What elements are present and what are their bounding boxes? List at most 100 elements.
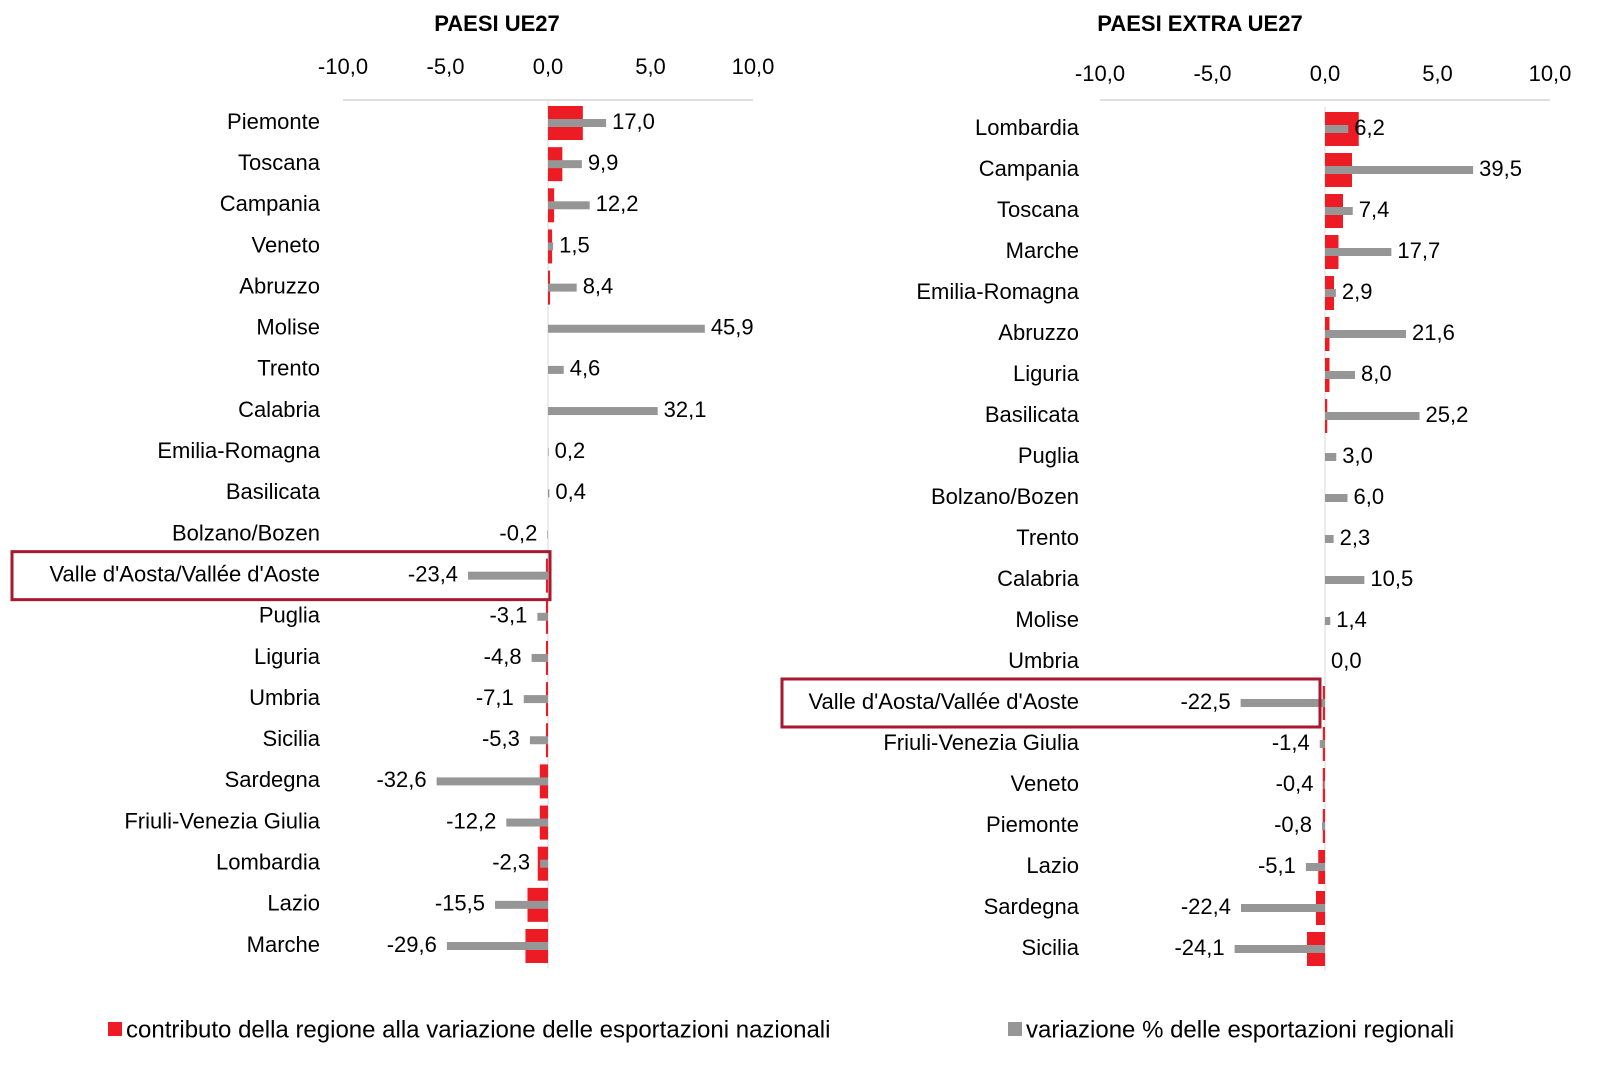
category-label: Piemonte [227,109,320,134]
category-label: Basilicata [985,402,1080,427]
x-tick-label: 0,0 [1310,61,1341,86]
value-label: -22,4 [1181,894,1231,919]
value-label: 10,5 [1370,566,1413,591]
bar [548,489,550,498]
value-label: 39,5 [1479,156,1522,181]
bar [506,818,548,827]
category-label: Campania [979,156,1080,181]
value-label: -15,5 [435,891,485,916]
highlight-box [10,550,552,602]
value-label: -0,8 [1274,812,1312,837]
value-label: -32,6 [376,767,426,792]
x-tick-label: -5,0 [1194,61,1232,86]
category-label: Sardegna [225,767,321,792]
legend-swatch [108,1022,122,1036]
value-label: 0,0 [1331,648,1362,673]
value-label: 32,1 [664,397,707,422]
value-label: -0,2 [499,520,537,545]
value-label: 2,3 [1340,525,1371,550]
value-label: 17,7 [1397,238,1440,263]
value-label: 21,6 [1412,320,1455,345]
category-label: Friuli-Venezia Giulia [883,730,1079,755]
bar [540,859,548,868]
value-label: -24,1 [1174,935,1224,960]
category-label: Toscana [238,150,321,175]
category-label: Puglia [259,603,321,628]
category-label: Lazio [1026,853,1079,878]
bar [1319,740,1325,748]
value-label: 12,2 [596,191,639,216]
bar [529,736,548,745]
category-label: Sardegna [984,894,1080,919]
value-label: 45,9 [711,315,754,340]
category-label: Sicilia [263,726,321,751]
x-tick-label: 5,0 [635,54,666,79]
value-label: 7,4 [1359,197,1390,222]
category-label: Molise [1015,607,1079,632]
category-label: Trento [1016,525,1079,550]
category-label: Marche [247,932,320,957]
bar [1323,781,1325,789]
value-label: -1,4 [1272,730,1310,755]
value-label: -5,3 [482,726,520,751]
value-label: 0,2 [555,438,586,463]
legend-label: variazione % delle esportazioni regional… [1026,1016,1454,1043]
category-label: Trento [257,356,320,381]
value-label: 6,2 [1354,115,1385,140]
highlight-box [780,677,1322,729]
value-label: 1,5 [559,232,590,257]
category-label: Umbria [249,685,321,710]
category-label: Valle d'Aosta/Vallée d'Aoste [808,689,1079,714]
category-label: Valle d'Aosta/Vallée d'Aoste [49,561,320,586]
value-label: -29,6 [387,932,437,957]
value-label: 8,4 [583,273,614,298]
value-label: 6,0 [1354,484,1385,509]
bar [1325,494,1348,502]
bar [1240,699,1325,707]
value-label: -2,3 [492,850,530,875]
value-label: 25,2 [1426,402,1469,427]
category-label: Piemonte [986,812,1079,837]
bar [1325,453,1337,461]
bar [468,571,548,580]
bar [1325,576,1365,584]
bar [523,695,548,704]
bar [548,160,582,169]
bar [1325,371,1355,379]
bar [436,777,548,786]
bar [548,119,607,127]
bar [537,612,548,621]
x-tick-label: 0,0 [533,54,564,79]
bar [548,324,705,333]
value-label: -4,8 [484,644,522,669]
value-label: -22,5 [1180,689,1230,714]
value-label: 0,4 [555,479,586,504]
value-label: -7,1 [476,685,514,710]
bar [548,365,564,374]
category-label: Abruzzo [998,320,1079,345]
category-label: Veneto [251,232,320,257]
category-label: Marche [1006,238,1079,263]
x-tick-label: 5,0 [1422,61,1453,86]
value-label: 9,9 [588,150,619,175]
bar [1234,945,1325,953]
category-label: Bolzano/Bozen [931,484,1079,509]
value-label: -12,2 [446,808,496,833]
bar [1305,863,1325,871]
bar [1241,904,1325,912]
category-label: Puglia [1018,443,1080,468]
x-tick-label: -10,0 [318,54,368,79]
bar [548,283,577,292]
x-tick-label: 10,0 [1529,61,1572,86]
category-label: Bolzano/Bozen [172,520,320,545]
value-label: -3,1 [489,603,527,628]
category-label: Molise [256,315,320,340]
bar [1325,535,1334,543]
bar [531,653,548,662]
category-label: Emilia-Romagna [916,279,1079,304]
category-label: Abruzzo [239,273,320,298]
category-label: Liguria [254,644,321,669]
bar [548,242,554,251]
